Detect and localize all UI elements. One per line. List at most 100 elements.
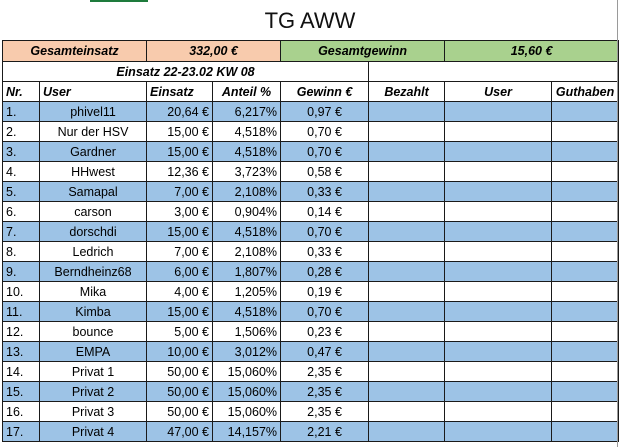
row-guthaben[interactable] xyxy=(551,181,620,202)
row-user2[interactable] xyxy=(444,101,553,122)
row-guthaben[interactable] xyxy=(551,201,620,222)
row-gewinn[interactable]: 0,97 € xyxy=(280,101,370,122)
row-user2[interactable] xyxy=(444,301,553,322)
row-anteil[interactable]: 1,807% xyxy=(212,261,282,282)
row-bezahlt[interactable] xyxy=(368,401,446,422)
row-bezahlt[interactable] xyxy=(368,121,446,142)
row-guthaben[interactable] xyxy=(551,121,620,142)
row-user[interactable]: dorschdi xyxy=(38,221,148,242)
row-anteil[interactable]: 0,904% xyxy=(212,201,282,222)
gesamteinsatz-label[interactable]: Gesamteinsatz xyxy=(1,40,148,62)
row-nr[interactable]: 2. xyxy=(2,121,40,142)
row-gewinn[interactable]: 0,19 € xyxy=(280,281,370,302)
row-gewinn[interactable]: 0,70 € xyxy=(280,141,370,162)
row-einsatz[interactable]: 4,00 € xyxy=(146,281,214,302)
row-guthaben[interactable] xyxy=(551,161,620,182)
row-user2[interactable] xyxy=(444,181,553,202)
row-einsatz[interactable]: 15,00 € xyxy=(146,121,214,142)
row-einsatz[interactable]: 7,00 € xyxy=(146,241,214,262)
row-guthaben[interactable] xyxy=(551,221,620,242)
row-einsatz[interactable]: 7,00 € xyxy=(146,181,214,202)
row-guthaben[interactable] xyxy=(551,301,620,322)
row-bezahlt[interactable] xyxy=(368,341,446,362)
row-user2[interactable] xyxy=(444,361,553,382)
row-user[interactable]: carson xyxy=(38,201,148,222)
row-anteil[interactable]: 2,108% xyxy=(212,181,282,202)
row-bezahlt[interactable] xyxy=(368,101,446,122)
row-user[interactable]: Privat 1 xyxy=(38,361,148,382)
header-einsatz[interactable]: Einsatz xyxy=(146,81,214,102)
row-gewinn[interactable]: 0,70 € xyxy=(280,221,370,242)
header-nr[interactable]: Nr. xyxy=(2,81,40,102)
header-gewinn[interactable]: Gewinn € xyxy=(280,81,370,102)
row-bezahlt[interactable] xyxy=(368,281,446,302)
row-user2[interactable] xyxy=(444,241,553,262)
row-nr[interactable]: 17. xyxy=(2,421,40,442)
row-nr[interactable]: 5. xyxy=(2,181,40,202)
empty-cell[interactable] xyxy=(368,61,620,82)
row-user2[interactable] xyxy=(444,381,553,402)
row-user2[interactable] xyxy=(444,141,553,162)
row-anteil[interactable]: 3,723% xyxy=(212,161,282,182)
row-bezahlt[interactable] xyxy=(368,161,446,182)
gesamtgewinn-label[interactable]: Gesamtgewinn xyxy=(280,40,446,62)
row-anteil[interactable]: 4,518% xyxy=(212,221,282,242)
row-einsatz[interactable]: 5,00 € xyxy=(146,321,214,342)
row-anteil[interactable]: 6,217% xyxy=(212,101,282,122)
row-nr[interactable]: 14. xyxy=(2,361,40,382)
header-anteil[interactable]: Anteil % xyxy=(212,81,282,102)
row-gewinn[interactable]: 0,47 € xyxy=(280,341,370,362)
row-anteil[interactable]: 2,108% xyxy=(212,241,282,262)
row-gewinn[interactable]: 0,58 € xyxy=(280,161,370,182)
row-einsatz[interactable]: 47,00 € xyxy=(146,421,214,442)
row-user2[interactable] xyxy=(444,261,553,282)
header-user[interactable]: User xyxy=(38,81,148,102)
row-bezahlt[interactable] xyxy=(368,381,446,402)
row-anteil[interactable]: 15,060% xyxy=(212,361,282,382)
row-user[interactable]: Mika xyxy=(38,281,148,302)
row-guthaben[interactable] xyxy=(551,421,620,442)
row-nr[interactable]: 13. xyxy=(2,341,40,362)
einsatz-period[interactable]: Einsatz 22-23.02 KW 08 xyxy=(1,61,370,82)
row-einsatz[interactable]: 6,00 € xyxy=(146,261,214,282)
header-bezahlt[interactable]: Bezahlt xyxy=(368,81,446,102)
row-user[interactable]: Gardner xyxy=(38,141,148,162)
row-gewinn[interactable]: 0,33 € xyxy=(280,241,370,262)
row-gewinn[interactable]: 2,35 € xyxy=(280,381,370,402)
row-user2[interactable] xyxy=(444,341,553,362)
row-nr[interactable]: 8. xyxy=(2,241,40,262)
row-anteil[interactable]: 3,012% xyxy=(212,341,282,362)
row-user[interactable]: bounce xyxy=(38,321,148,342)
row-nr[interactable]: 9. xyxy=(2,261,40,282)
row-user2[interactable] xyxy=(444,201,553,222)
row-user2[interactable] xyxy=(444,221,553,242)
row-user[interactable]: Nur der HSV xyxy=(38,121,148,142)
row-einsatz[interactable]: 50,00 € xyxy=(146,381,214,402)
row-user2[interactable] xyxy=(444,421,553,442)
row-einsatz[interactable]: 12,36 € xyxy=(146,161,214,182)
row-nr[interactable]: 3. xyxy=(2,141,40,162)
row-guthaben[interactable] xyxy=(551,361,620,382)
row-bezahlt[interactable] xyxy=(368,241,446,262)
row-bezahlt[interactable] xyxy=(368,181,446,202)
row-guthaben[interactable] xyxy=(551,321,620,342)
row-anteil[interactable]: 4,518% xyxy=(212,301,282,322)
row-guthaben[interactable] xyxy=(551,141,620,162)
gesamtgewinn-value[interactable]: 15,60 € xyxy=(444,40,620,62)
row-user[interactable]: Samapal xyxy=(38,181,148,202)
row-gewinn[interactable]: 0,70 € xyxy=(280,301,370,322)
row-bezahlt[interactable] xyxy=(368,201,446,222)
row-bezahlt[interactable] xyxy=(368,301,446,322)
row-user2[interactable] xyxy=(444,121,553,142)
row-einsatz[interactable]: 15,00 € xyxy=(146,141,214,162)
row-guthaben[interactable] xyxy=(551,381,620,402)
row-gewinn[interactable]: 0,28 € xyxy=(280,261,370,282)
row-einsatz[interactable]: 15,00 € xyxy=(146,221,214,242)
row-nr[interactable]: 7. xyxy=(2,221,40,242)
row-user2[interactable] xyxy=(444,321,553,342)
row-einsatz[interactable]: 50,00 € xyxy=(146,401,214,422)
row-user[interactable]: phivel11 xyxy=(38,101,148,122)
row-user[interactable]: Berndheinz68 xyxy=(38,261,148,282)
row-guthaben[interactable] xyxy=(551,341,620,362)
row-user2[interactable] xyxy=(444,281,553,302)
